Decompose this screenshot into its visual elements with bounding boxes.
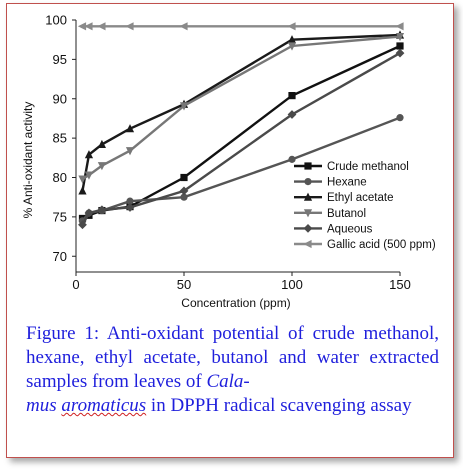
y-tick-label: 95 — [53, 52, 67, 67]
data-point — [287, 35, 297, 44]
data-point — [97, 162, 107, 171]
data-point — [84, 22, 93, 31]
series-line — [81, 35, 401, 181]
legend-label: Crude methanol — [327, 161, 409, 173]
data-point — [78, 175, 87, 184]
caption-species-part2: mus — [26, 395, 57, 416]
figure-caption: Figure 1: Anti-oxidant potential of crud… — [26, 322, 439, 418]
data-point — [125, 22, 134, 31]
data-point — [287, 42, 297, 51]
data-point — [126, 197, 134, 205]
y-tick-label: 90 — [53, 91, 67, 106]
x-axis-label: Concentration (ppm) — [181, 296, 290, 310]
data-point — [125, 124, 135, 133]
legend-marker — [303, 209, 313, 218]
x-tick-label: 150 — [389, 277, 411, 292]
data-point — [395, 22, 404, 31]
data-point — [179, 186, 189, 196]
legend-marker — [303, 192, 313, 201]
data-point — [395, 32, 405, 42]
data-point — [84, 171, 94, 180]
y-tick-label: 70 — [53, 249, 67, 264]
y-tick-label: 100 — [45, 13, 67, 28]
data-point — [78, 220, 87, 230]
x-tick-label: 0 — [72, 277, 79, 292]
y-tick-label: 75 — [53, 209, 67, 224]
x-tick-label: 100 — [281, 277, 303, 292]
data-point — [77, 22, 87, 31]
data-point — [180, 193, 188, 201]
data-point — [78, 186, 87, 195]
y-tick-label: 80 — [53, 170, 67, 185]
legend-label: Gallic acid (500 ppm) — [327, 239, 436, 251]
caption-species-part1: Cala- — [206, 371, 250, 392]
data-point — [84, 208, 94, 218]
data-point — [179, 22, 188, 31]
data-point — [395, 48, 405, 58]
data-point — [288, 155, 296, 163]
data-point — [125, 147, 135, 156]
data-point — [179, 102, 189, 111]
legend-marker — [303, 224, 313, 233]
figure-frame — [6, 3, 454, 458]
caption-tail: in DPPH radical scavenging assay — [150, 395, 412, 416]
data-point — [396, 42, 404, 50]
data-point — [180, 173, 188, 182]
legend-label: Butanol — [327, 208, 366, 220]
data-point — [97, 205, 107, 215]
legend-label: Aqueous — [327, 223, 373, 235]
data-point — [97, 139, 107, 149]
legend-label: Ethyl acetate — [327, 192, 393, 204]
legend-label: Hexane — [327, 177, 367, 189]
data-point — [125, 203, 135, 212]
caption-text: Figure 1: Anti-oxidant potential of crud… — [26, 323, 439, 392]
data-point — [84, 150, 94, 159]
data-point — [287, 110, 297, 119]
plot-area: 70 75 80 85 90 95 100 0 50 100 150 Concentration (p… — [21, 13, 436, 311]
legend-marker — [304, 162, 312, 170]
x-tick-label: 50 — [177, 277, 191, 292]
caption-species-part3: aromaticus — [61, 395, 147, 416]
legend-marker — [303, 239, 312, 249]
data-point — [287, 22, 296, 31]
y-axis-label: % Anti-oxidant activity — [21, 102, 35, 219]
y-tick-label: 85 — [53, 131, 67, 146]
data-point — [97, 22, 106, 31]
chart: 70 75 80 85 90 95 100 0 50 100 150 Concentration (p… — [21, 13, 436, 311]
data-point — [396, 114, 404, 122]
data-point — [288, 92, 296, 100]
legend-marker — [304, 178, 312, 186]
